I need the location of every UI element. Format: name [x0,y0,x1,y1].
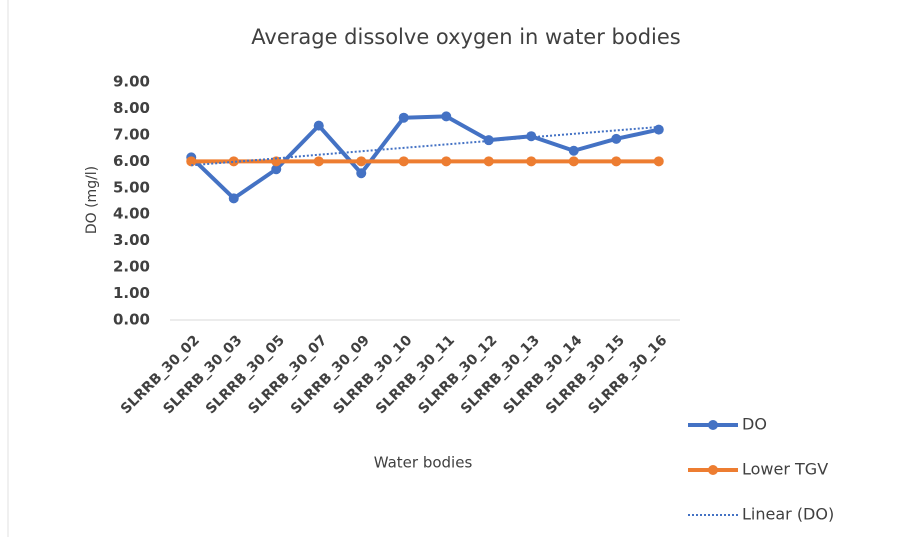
point [653,156,664,167]
y-tick-label: 3.00 [113,231,150,249]
point [653,124,664,135]
point [271,156,282,167]
x-tick-label: SLRRB_30_13 [458,332,543,417]
point [568,145,579,156]
legend-label: Lower TGV [742,460,828,479]
point [526,156,537,167]
y-tick-label: 0.00 [113,311,150,329]
legend-label: DO [742,415,767,434]
point [313,120,324,131]
x-tick-label: SLRRB_30_09 [288,332,373,417]
y-tick-label: 9.00 [113,73,150,91]
y-tick-label: 4.00 [113,205,150,223]
point [441,111,452,122]
point [398,156,409,167]
y-tick-label: 5.00 [113,178,150,196]
y-axis-title: DO (mg/l) [84,166,100,234]
x-tick-label: SLRRB_30_07 [245,332,330,417]
y-tick-label: 7.00 [113,125,150,143]
point [611,156,622,167]
point [356,156,367,167]
chart-title: Average dissolve oxygen in water bodies [251,25,681,49]
point [483,135,494,146]
legend-marker [708,420,718,430]
y-tick-label: 6.00 [113,152,150,170]
point [483,156,494,167]
point [398,112,409,123]
legend-label: Linear (DO) [742,505,834,524]
point [186,156,197,167]
point [526,131,537,142]
y-tick-label: 2.00 [113,258,150,276]
point [228,193,239,204]
x-tick-label: SLRRB_30_12 [415,332,500,417]
point [356,168,367,179]
point [568,156,579,167]
y-tick-label: 1.00 [113,284,150,302]
x-tick-label: SLRRB_30_02 [118,332,203,417]
point [611,133,622,144]
x-tick-label: SLRRB_30_11 [373,332,458,417]
point [228,156,239,167]
point [313,156,324,167]
point [441,156,452,167]
line-series [189,114,660,201]
legend-marker [708,465,718,475]
x-tick-label: SLRRB_30_05 [203,332,288,417]
x-tick-label: SLRRB_30_03 [160,332,245,417]
x-tick-label: SLRRB_30_15 [543,332,628,417]
x-tick-label: SLRRB_30_16 [585,332,670,417]
y-tick-label: 8.00 [113,99,150,117]
x-axis-title: Water bodies [374,454,473,472]
point [271,164,282,175]
